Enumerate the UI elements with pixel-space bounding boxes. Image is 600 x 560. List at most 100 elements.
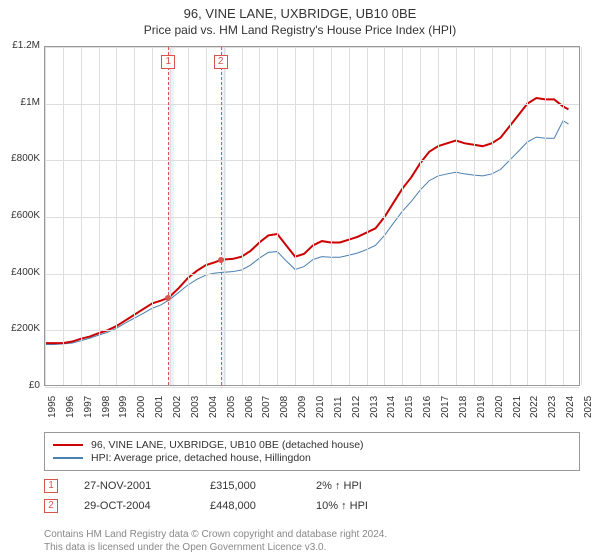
gridline-vertical xyxy=(295,47,296,385)
gridline-vertical xyxy=(45,47,46,385)
x-tick-label: 2024 xyxy=(565,396,576,418)
gridline-vertical xyxy=(259,47,260,385)
gridline-vertical xyxy=(206,47,207,385)
marker-dot xyxy=(165,295,171,301)
x-tick-label: 2004 xyxy=(208,396,219,418)
gridline-horizontal xyxy=(45,47,579,48)
gridline-vertical xyxy=(527,47,528,385)
marker-line xyxy=(168,47,169,385)
gridline-vertical xyxy=(349,47,350,385)
gridline-vertical xyxy=(277,47,278,385)
x-tick-label: 1995 xyxy=(47,396,58,418)
x-tick-label: 2007 xyxy=(261,396,272,418)
legend-item: HPI: Average price, detached house, Hill… xyxy=(53,452,571,464)
legend-label: HPI: Average price, detached house, Hill… xyxy=(91,452,311,464)
x-tick-label: 1996 xyxy=(65,396,76,418)
marker-dot xyxy=(218,257,224,263)
gridline-vertical xyxy=(331,47,332,385)
y-tick-label: £200K xyxy=(2,323,40,334)
legend-swatch xyxy=(53,457,83,459)
x-tick-label: 2023 xyxy=(547,396,558,418)
x-tick-label: 2012 xyxy=(351,396,362,418)
transaction-date: 27-NOV-2001 xyxy=(84,480,184,492)
gridline-horizontal xyxy=(45,274,579,275)
transaction-diff: 10% ↑ HPI xyxy=(316,500,406,512)
gridline-vertical xyxy=(474,47,475,385)
x-tick-label: 2009 xyxy=(297,396,308,418)
x-tick-label: 2018 xyxy=(458,396,469,418)
x-tick-label: 1997 xyxy=(83,396,94,418)
marker-badge: 1 xyxy=(161,55,175,69)
gridline-vertical xyxy=(116,47,117,385)
gridline-vertical xyxy=(63,47,64,385)
transaction-diff: 2% ↑ HPI xyxy=(316,480,406,492)
y-tick-label: £0 xyxy=(2,380,40,391)
x-tick-label: 2019 xyxy=(476,396,487,418)
legend-box: 96, VINE LANE, UXBRIDGE, UB10 0BE (detac… xyxy=(44,432,580,471)
x-tick-label: 1999 xyxy=(118,396,129,418)
gridline-vertical xyxy=(384,47,385,385)
transaction-row: 127-NOV-2001£315,0002% ↑ HPI xyxy=(44,476,580,496)
gridline-vertical xyxy=(81,47,82,385)
x-tick-label: 2000 xyxy=(136,396,147,418)
gridline-horizontal xyxy=(45,217,579,218)
x-tick-label: 2017 xyxy=(440,396,451,418)
y-tick-label: £1.2M xyxy=(2,40,40,51)
legend-swatch xyxy=(53,444,83,446)
gridline-vertical xyxy=(581,47,582,385)
x-tick-label: 2005 xyxy=(226,396,237,418)
footnote-line: Contains HM Land Registry data © Crown c… xyxy=(44,528,580,541)
gridline-vertical xyxy=(367,47,368,385)
x-tick-label: 2015 xyxy=(404,396,415,418)
transaction-badge: 2 xyxy=(44,499,58,513)
y-tick-label: £600K xyxy=(2,210,40,221)
gridline-vertical xyxy=(313,47,314,385)
gridline-vertical xyxy=(152,47,153,385)
series-hpi xyxy=(45,121,568,345)
transaction-date: 29-OCT-2004 xyxy=(84,500,184,512)
gridline-vertical xyxy=(456,47,457,385)
gridline-vertical xyxy=(402,47,403,385)
gridline-vertical xyxy=(492,47,493,385)
gridline-horizontal xyxy=(45,387,579,388)
x-tick-label: 2003 xyxy=(190,396,201,418)
transaction-table: 127-NOV-2001£315,0002% ↑ HPI229-OCT-2004… xyxy=(44,476,580,516)
gridline-horizontal xyxy=(45,104,579,105)
x-tick-label: 2010 xyxy=(315,396,326,418)
footnote-line: This data is licensed under the Open Gov… xyxy=(44,541,580,554)
gridline-vertical xyxy=(224,47,225,385)
x-tick-label: 2001 xyxy=(154,396,165,418)
gridline-vertical xyxy=(545,47,546,385)
plot-area: 12 xyxy=(44,46,580,386)
gridline-vertical xyxy=(242,47,243,385)
gridline-vertical xyxy=(188,47,189,385)
gridline-vertical xyxy=(134,47,135,385)
x-tick-label: 2002 xyxy=(172,396,183,418)
legend-item: 96, VINE LANE, UXBRIDGE, UB10 0BE (detac… xyxy=(53,439,571,451)
chart-subtitle: Price paid vs. HM Land Registry's House … xyxy=(0,21,600,37)
series-property xyxy=(45,98,568,343)
y-tick-label: £800K xyxy=(2,153,40,164)
x-tick-label: 2016 xyxy=(422,396,433,418)
transaction-row: 2 29-OCT-2004 £448,000 10% ↑ HPI xyxy=(44,496,580,516)
x-tick-label: 2006 xyxy=(244,396,255,418)
y-tick-label: £1M xyxy=(2,97,40,108)
legend-label: 96, VINE LANE, UXBRIDGE, UB10 0BE (detac… xyxy=(91,439,364,451)
x-tick-label: 2021 xyxy=(512,396,523,418)
y-tick-label: £400K xyxy=(2,267,40,278)
transaction-price: £448,000 xyxy=(210,500,290,512)
x-tick-label: 2008 xyxy=(279,396,290,418)
x-tick-label: 2013 xyxy=(369,396,380,418)
gridline-vertical xyxy=(99,47,100,385)
x-tick-label: 2011 xyxy=(333,396,344,418)
chart-container: 96, VINE LANE, UXBRIDGE, UB10 0BE Price … xyxy=(0,0,600,560)
gridline-horizontal xyxy=(45,330,579,331)
x-tick-label: 2022 xyxy=(529,396,540,418)
x-tick-label: 2020 xyxy=(494,396,505,418)
gridline-horizontal xyxy=(45,160,579,161)
gridline-vertical xyxy=(438,47,439,385)
footnote: Contains HM Land Registry data © Crown c… xyxy=(44,528,580,554)
transaction-badge: 1 xyxy=(44,479,58,493)
marker-badge: 2 xyxy=(214,55,228,69)
x-tick-label: 1998 xyxy=(101,396,112,418)
